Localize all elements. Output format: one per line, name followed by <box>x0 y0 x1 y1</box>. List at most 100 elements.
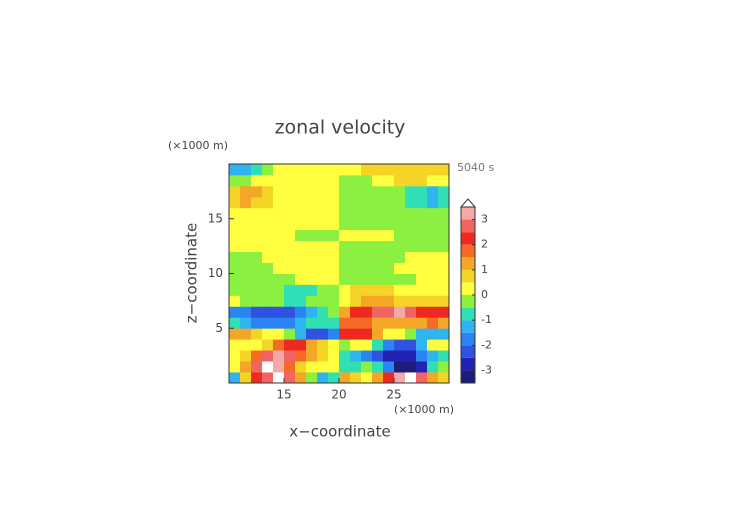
contour-cell <box>295 262 307 274</box>
contour-cell <box>328 240 340 252</box>
contour-cell <box>339 218 351 231</box>
contour-cell <box>383 196 395 209</box>
contour-cell <box>295 174 307 187</box>
contour-cell <box>383 306 395 318</box>
contour-cell <box>350 273 362 285</box>
contour-cell <box>416 328 428 340</box>
contour-cell <box>295 273 307 285</box>
contour-cell <box>438 229 449 242</box>
colorbar-segment <box>461 345 475 358</box>
contour-cell <box>350 372 362 383</box>
contour-cell <box>339 164 351 176</box>
contour-cell <box>438 207 449 220</box>
contour-cell <box>306 317 318 329</box>
contour-cell <box>416 284 428 296</box>
contour-cell <box>284 284 296 296</box>
contour-cell <box>383 251 395 263</box>
contour-cell <box>295 240 307 252</box>
contour-cell <box>240 218 252 231</box>
contour-cell <box>328 185 340 198</box>
contour-cell <box>372 295 384 307</box>
contour-cell <box>383 218 395 231</box>
contour-cell <box>427 339 439 351</box>
time-label: 5040 s <box>457 161 494 174</box>
contour-cell <box>328 196 340 209</box>
contour-cell <box>361 339 373 351</box>
contour-cell <box>339 317 351 329</box>
contour-cell <box>251 273 263 285</box>
contour-cell <box>240 328 252 340</box>
contour-cell <box>306 295 318 307</box>
contour-cell <box>350 207 362 220</box>
contour-cell <box>350 174 362 187</box>
contour-cell <box>284 185 296 198</box>
contour-cell <box>229 185 241 198</box>
contour-cell <box>394 240 406 252</box>
contour-cell <box>229 218 241 231</box>
colorbar-segment <box>461 257 475 270</box>
contour-cell <box>339 174 351 187</box>
contour-cell <box>438 295 449 307</box>
contour-cell <box>273 251 285 263</box>
contour-cell <box>284 174 296 187</box>
contour-cell <box>251 372 263 383</box>
contour-cell <box>350 229 362 242</box>
contour-cell <box>229 273 241 285</box>
colorbar-tick-label: -2 <box>481 338 492 351</box>
colorbar-extension <box>459 198 477 208</box>
contour-cell <box>229 207 241 220</box>
contour-cell <box>328 229 340 242</box>
contour-cell <box>262 251 274 263</box>
contour-cell <box>350 251 362 263</box>
contour-cell <box>394 339 406 351</box>
contour-cell <box>372 284 384 296</box>
contour-cell <box>405 262 417 274</box>
contour-cell <box>240 207 252 220</box>
contour-cell <box>240 306 252 318</box>
contour-cell <box>295 328 307 340</box>
contour-cell <box>383 229 395 242</box>
contour-cell <box>229 251 241 263</box>
contour-cell <box>229 372 241 383</box>
contour-cell <box>229 174 241 187</box>
contour-cell <box>262 328 274 340</box>
contour-cell <box>240 251 252 263</box>
contour-cell <box>306 372 318 383</box>
contour-cell <box>284 339 296 351</box>
contour-cell <box>273 273 285 285</box>
contour-cell <box>251 207 263 220</box>
contour-cell <box>339 372 351 383</box>
contour-cell <box>328 350 340 362</box>
contour-cell <box>295 306 307 318</box>
contour-cell <box>350 196 362 209</box>
contour-cell <box>394 295 406 307</box>
contour-cell <box>251 164 263 176</box>
contour-cell <box>306 251 318 263</box>
contour-cell <box>284 262 296 274</box>
contour-cell <box>240 273 252 285</box>
colorbar-segment <box>461 307 475 321</box>
contour-cell <box>328 207 340 220</box>
contour-cell <box>240 240 252 252</box>
contour-cell <box>306 273 318 285</box>
contour-cell <box>262 262 274 274</box>
contour-cell <box>273 361 285 373</box>
contour-cell <box>251 262 263 274</box>
contour-cell <box>273 240 285 252</box>
contour-cell <box>251 306 263 318</box>
contour-cell <box>405 218 417 231</box>
contour-cell <box>229 328 241 340</box>
x-tick-label: 25 <box>386 388 401 402</box>
contour-cell <box>295 196 307 209</box>
contour-cell <box>306 306 318 318</box>
contour-cell <box>383 284 395 296</box>
contour-cell <box>394 218 406 231</box>
contour-cell <box>229 361 241 373</box>
contour-cell <box>284 306 296 318</box>
contour-cell <box>251 251 263 263</box>
colorbar-segment <box>461 295 475 308</box>
contour-cell <box>438 328 449 340</box>
contour-cell <box>427 185 439 198</box>
contour-cell <box>405 207 417 220</box>
contour-cell <box>273 164 285 176</box>
